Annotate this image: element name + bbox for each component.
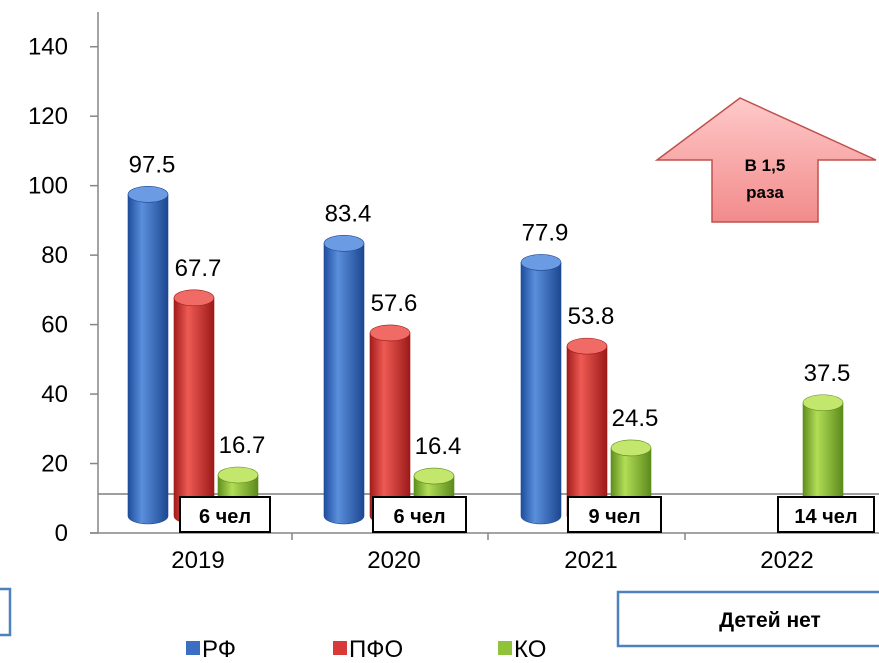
bar: [127, 186, 169, 525]
count-boxes: 6 чел 6 чел 9 чел 14 чел: [179, 496, 875, 533]
bar: [323, 235, 365, 525]
legend-label-pfo: ПФО: [349, 636, 403, 663]
y-tick-label: 140: [28, 34, 68, 61]
x-tick-label: 2020: [367, 547, 420, 574]
data-label: 16.7: [219, 432, 266, 459]
bar-body: [323, 243, 365, 525]
bar-top: [323, 235, 365, 252]
bar-body: [369, 332, 411, 525]
y-tick-label: 0: [55, 520, 68, 547]
y-tick-label: 20: [41, 451, 68, 478]
y-ticks: 0 20 40 60 80 100 120 140: [28, 34, 98, 547]
count-box: 9 чел: [567, 496, 662, 533]
data-label: 24.5: [612, 405, 659, 432]
x-tick-label: 2021: [564, 547, 617, 574]
data-label: 97.5: [129, 151, 176, 178]
bar-body: [520, 262, 562, 525]
x-tick-label: 2019: [171, 547, 224, 574]
bar-top: [610, 439, 652, 457]
count-box: 6 чел: [179, 496, 271, 533]
bar-top: [520, 254, 562, 271]
y-tick-label: 60: [41, 312, 68, 339]
note-box-frame: [616, 590, 879, 648]
bar: [173, 289, 215, 525]
x-tick-label: 2022: [760, 547, 813, 574]
note-text: Детей нет: [719, 609, 821, 632]
count-box-frame: [179, 496, 271, 533]
data-label: 57.6: [371, 290, 418, 317]
count-box: 14 чел: [777, 496, 875, 533]
data-label: 77.9: [522, 219, 569, 246]
bar-top: [566, 337, 608, 355]
bar-top: [413, 467, 455, 485]
arrow-text-line1: В 1,5: [745, 156, 786, 175]
legend-swatch-rf: [186, 641, 200, 655]
x-ticks: 2019 2020 2021 2022: [171, 533, 814, 574]
y-tick-label: 120: [28, 103, 68, 130]
count-box-frame: [777, 496, 875, 533]
y-tick-label: 100: [28, 173, 68, 200]
data-label: 53.8: [568, 303, 615, 330]
up-arrow-annotation: В 1,5 раза: [654, 97, 877, 223]
count-label: 6 чел: [199, 506, 251, 528]
count-box: 6 чел: [372, 496, 467, 533]
bar-top: [127, 186, 169, 203]
count-box-frame: [372, 496, 467, 533]
note-box: Детей нет: [616, 590, 879, 648]
legend: РФ ПФО КО: [186, 636, 546, 663]
bar-top: [173, 289, 215, 307]
bar: [520, 254, 562, 525]
data-label: 16.4: [415, 433, 462, 460]
up-arrow-shape: [654, 97, 877, 223]
bar-top: [802, 394, 844, 412]
legend-label-rf: РФ: [202, 636, 236, 663]
data-label: 67.7: [175, 255, 222, 282]
y-tick-label: 80: [41, 242, 68, 269]
arrow-text-line2: раза: [746, 183, 784, 202]
data-label: 37.5: [804, 360, 851, 387]
bar-body: [173, 297, 215, 525]
left-partial-box: [0, 587, 12, 637]
value-labels: 97.5 83.4 77.9 67.7 57.6 53.8 16.7 16.4 24.5 37.5: [129, 151, 851, 460]
legend-swatch-pfo: [333, 641, 347, 655]
legend-swatch-ko: [498, 641, 512, 655]
count-label: 14 чел: [794, 506, 857, 528]
count-label: 6 чел: [393, 506, 445, 528]
data-label: 83.4: [325, 200, 372, 227]
count-box-frame: [567, 496, 662, 533]
y-tick-label: 40: [41, 381, 68, 408]
legend-label-ko: КО: [514, 636, 546, 663]
bar-top: [217, 466, 259, 484]
bar-body: [127, 194, 169, 525]
bars: [127, 186, 844, 525]
bar-top: [369, 324, 411, 342]
count-label: 9 чел: [588, 506, 640, 528]
bar: [369, 324, 411, 525]
